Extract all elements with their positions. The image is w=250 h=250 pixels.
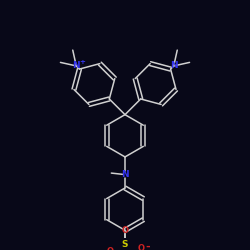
Text: S: S xyxy=(122,240,128,249)
Text: +: + xyxy=(79,59,85,65)
Text: O: O xyxy=(106,247,114,250)
Text: N: N xyxy=(170,62,177,70)
Text: N: N xyxy=(121,170,129,179)
Text: N: N xyxy=(72,62,80,70)
Text: O: O xyxy=(122,226,128,235)
Text: O: O xyxy=(138,244,145,250)
Text: -: - xyxy=(145,242,150,250)
